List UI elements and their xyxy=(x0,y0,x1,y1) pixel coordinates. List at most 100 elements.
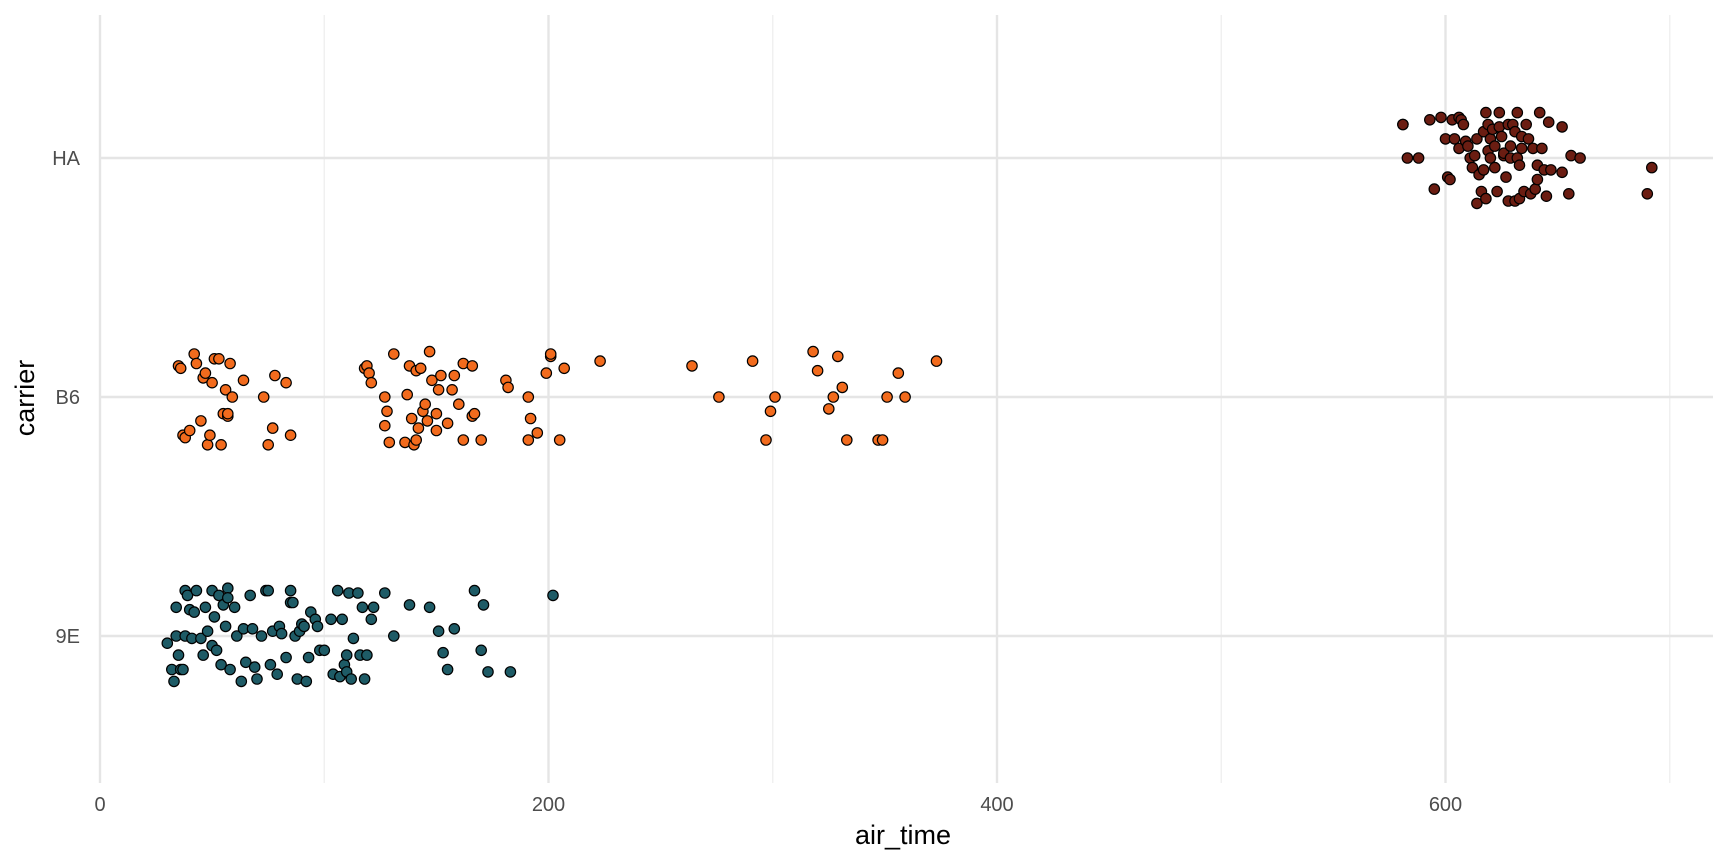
x-tick-label: 400 xyxy=(980,794,1013,816)
data-point xyxy=(365,376,378,389)
data-point xyxy=(222,407,234,420)
data-point xyxy=(414,362,427,375)
data-point xyxy=(168,675,180,688)
data-point xyxy=(930,355,943,367)
data-point xyxy=(430,424,443,437)
points xyxy=(161,106,1658,688)
data-point xyxy=(266,422,279,434)
data-point xyxy=(240,656,252,669)
data-point xyxy=(170,601,182,614)
data-point xyxy=(836,381,849,394)
data-point xyxy=(363,367,375,379)
data-point xyxy=(403,599,416,611)
data-point xyxy=(540,367,553,379)
data-point xyxy=(1477,164,1490,176)
data-point xyxy=(224,663,236,676)
data-point xyxy=(204,429,216,441)
data-point xyxy=(1513,159,1526,171)
data-point xyxy=(378,419,391,432)
data-point xyxy=(1462,140,1474,152)
data-point xyxy=(177,663,189,676)
data-point xyxy=(1545,164,1557,176)
data-point xyxy=(827,391,840,403)
data-point xyxy=(1424,114,1436,126)
data-point xyxy=(544,348,557,360)
data-point xyxy=(452,398,465,410)
data-point xyxy=(325,613,337,626)
data-point xyxy=(1520,118,1532,131)
data-point xyxy=(531,427,544,439)
data-point xyxy=(235,675,248,688)
data-point xyxy=(1489,161,1501,174)
x-tick-label: 600 xyxy=(1429,794,1462,816)
data-point xyxy=(226,391,239,403)
data-point xyxy=(262,584,274,597)
data-point xyxy=(437,646,449,659)
data-point xyxy=(1491,185,1503,198)
data-point xyxy=(448,622,461,635)
data-point xyxy=(1540,190,1553,202)
data-point xyxy=(426,374,438,387)
data-point xyxy=(876,434,889,446)
data-point xyxy=(271,668,283,680)
data-point xyxy=(210,644,223,657)
data-point xyxy=(807,345,819,358)
data-point xyxy=(423,601,436,614)
data-point xyxy=(811,364,824,377)
data-point xyxy=(195,415,207,427)
data-point xyxy=(231,630,243,642)
data-point xyxy=(764,405,777,418)
data-point xyxy=(381,405,393,418)
data-point xyxy=(686,360,698,372)
data-point xyxy=(1536,142,1548,155)
data-point xyxy=(181,589,194,602)
data-point xyxy=(190,357,203,370)
data-point xyxy=(248,661,261,673)
data-point xyxy=(769,391,781,403)
data-point xyxy=(206,376,218,389)
data-point xyxy=(222,582,234,594)
data-point xyxy=(215,658,227,671)
data-point xyxy=(441,417,454,430)
data-point xyxy=(457,434,470,446)
data-point xyxy=(378,587,391,599)
data-point xyxy=(502,381,514,394)
data-point xyxy=(881,391,893,403)
data-point xyxy=(244,589,256,602)
data-point xyxy=(1397,118,1409,131)
data-point xyxy=(264,658,277,671)
data-point xyxy=(318,644,331,657)
data-point xyxy=(284,429,297,441)
data-point xyxy=(760,434,772,446)
data-point xyxy=(246,622,259,635)
data-point xyxy=(1529,183,1541,195)
data-point xyxy=(275,627,288,640)
data-point xyxy=(284,584,297,597)
data-point xyxy=(840,434,853,446)
data-point xyxy=(1489,140,1501,152)
data-point xyxy=(237,374,250,387)
data-point xyxy=(300,675,313,688)
data-point xyxy=(558,362,570,375)
data-point xyxy=(822,403,835,415)
data-point xyxy=(1531,173,1544,186)
data-point xyxy=(280,651,292,664)
data-point xyxy=(197,649,209,661)
data-point xyxy=(188,606,200,618)
data-point xyxy=(345,673,357,685)
data-point xyxy=(213,352,225,365)
data-point xyxy=(524,412,537,425)
data-point xyxy=(199,367,212,379)
data-point xyxy=(224,357,236,370)
data-point xyxy=(831,350,844,363)
data-point xyxy=(188,348,200,360)
data-point xyxy=(1542,116,1555,128)
data-point xyxy=(477,599,490,611)
data-point xyxy=(201,625,214,637)
data-point xyxy=(287,596,299,609)
data-point xyxy=(899,391,911,403)
y-axis-ticks: 9E B6 HA xyxy=(52,148,80,648)
data-point xyxy=(1471,133,1483,145)
data-point xyxy=(387,348,400,360)
